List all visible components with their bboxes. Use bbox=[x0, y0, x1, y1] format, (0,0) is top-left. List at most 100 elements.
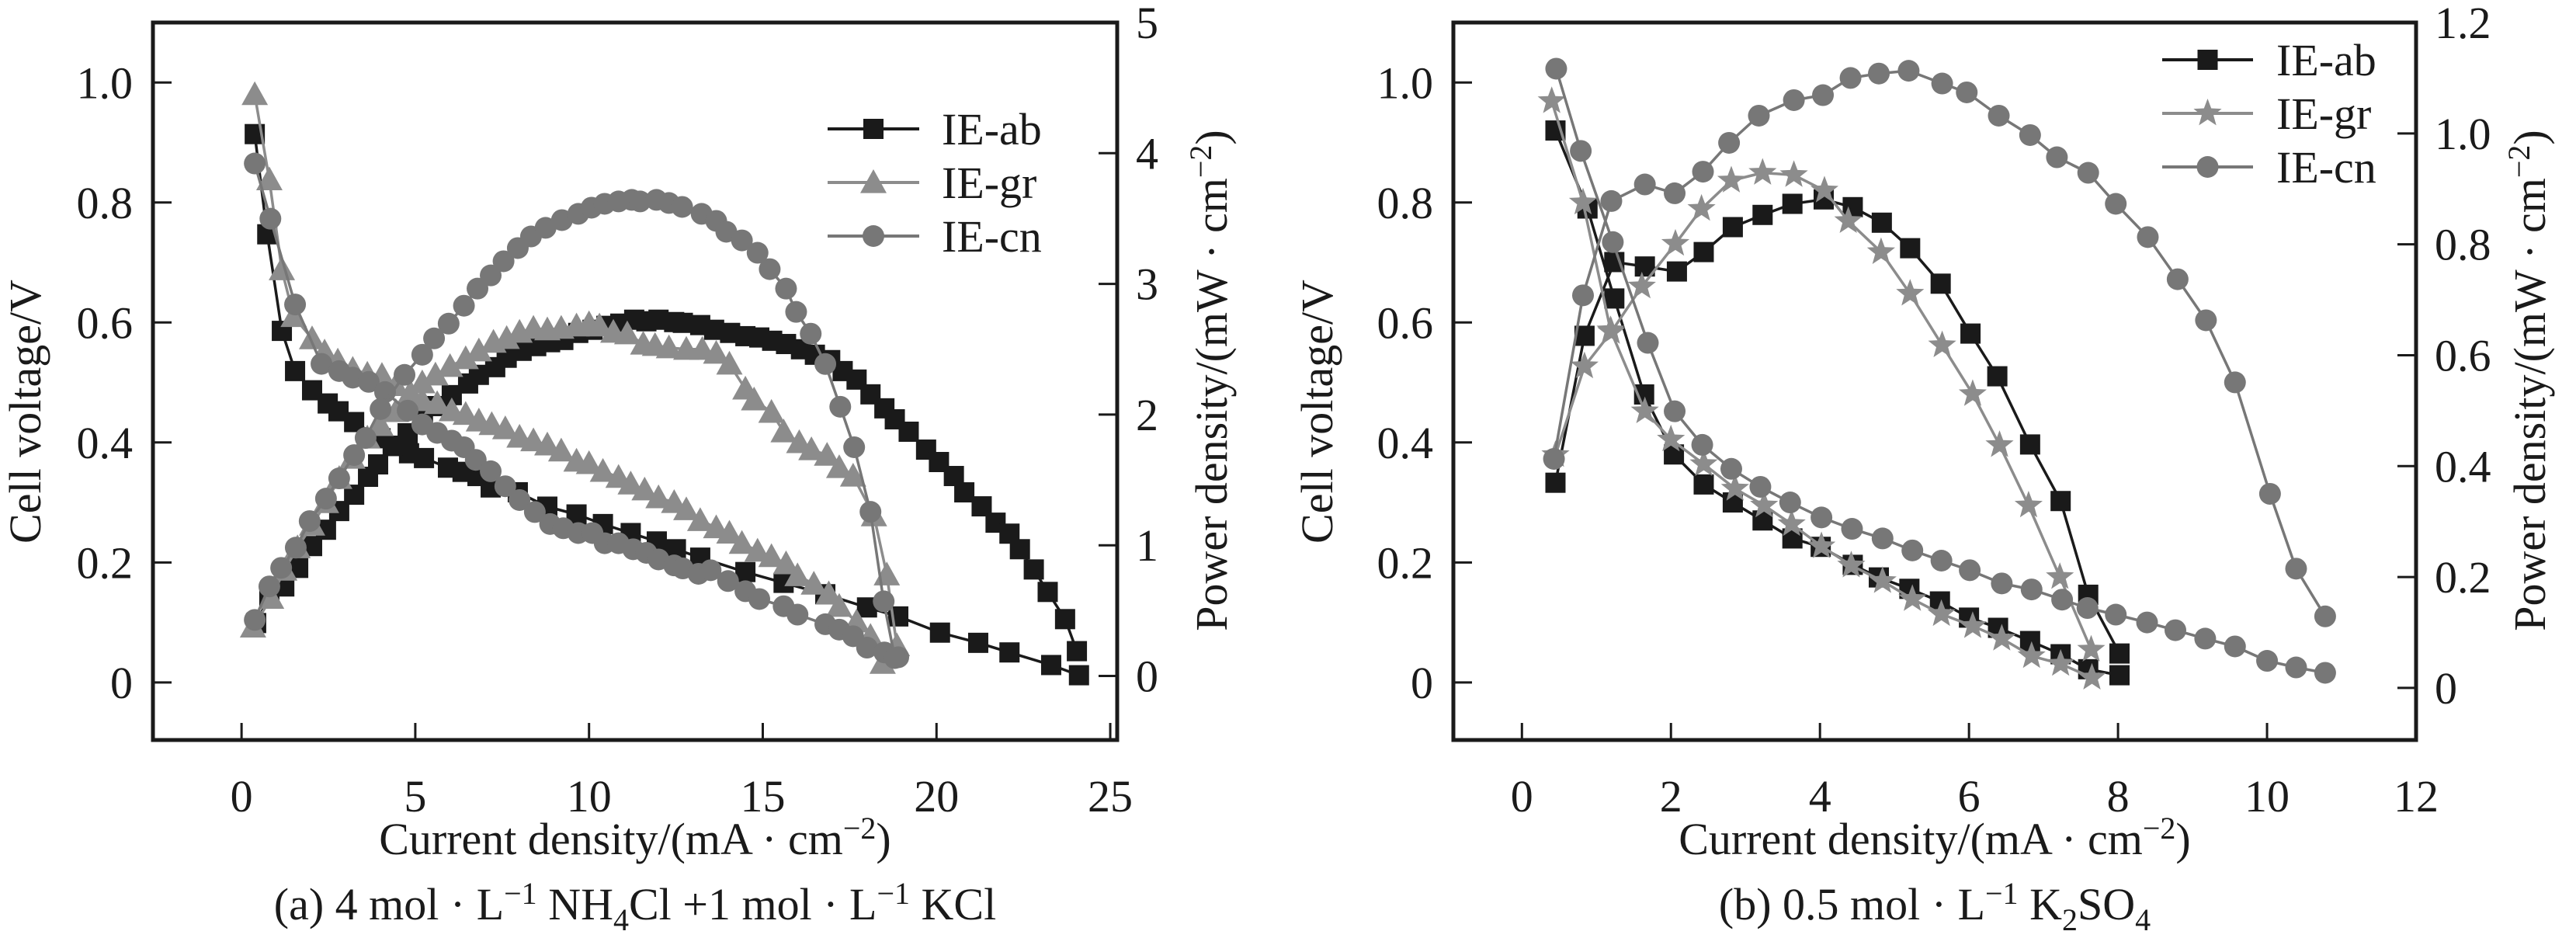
data-point bbox=[2256, 650, 2279, 672]
data-point bbox=[1988, 624, 2016, 651]
data-point bbox=[2314, 662, 2336, 684]
data-point bbox=[2105, 193, 2127, 215]
caption-sup: −1 bbox=[504, 876, 537, 911]
data-point bbox=[843, 436, 866, 458]
data-point bbox=[716, 519, 743, 544]
data-point bbox=[408, 369, 436, 394]
data-point bbox=[2224, 371, 2246, 394]
data-point bbox=[395, 381, 422, 406]
data-point bbox=[728, 530, 755, 554]
plot-frame bbox=[151, 20, 1120, 742]
y2-tick-label: 5 bbox=[1136, 0, 1158, 48]
caption-sup: −1 bbox=[1985, 876, 2019, 911]
data-point bbox=[1687, 193, 1716, 221]
x-tick-label: 20 bbox=[914, 771, 959, 822]
data-point bbox=[2078, 662, 2106, 690]
data-point bbox=[258, 575, 280, 598]
series-ie-cn-voltage bbox=[1545, 57, 2336, 684]
y2-tick-label: 0.2 bbox=[2435, 552, 2491, 603]
data-point bbox=[741, 386, 768, 411]
legend-item: IE-gr bbox=[2162, 89, 2371, 139]
data-point bbox=[1749, 475, 1772, 498]
data-point bbox=[1807, 531, 1836, 558]
panel-a: 0 5 10 15 20 25 0 0.2 0.4 0.6 0.8 1.0 0 1 2 3 4 5 IE-ab… bbox=[0, 0, 1237, 937]
data-point bbox=[314, 488, 337, 510]
data-point bbox=[645, 484, 672, 509]
data-point bbox=[735, 561, 756, 582]
x-axis-title: Current density/(mA · cm−2) bbox=[379, 811, 891, 864]
data-point bbox=[856, 637, 878, 659]
y-axis-title: Cell voltage/V bbox=[1292, 280, 1342, 544]
data-point bbox=[800, 322, 822, 345]
y-ticks: 0 0.2 0.4 0.6 0.8 1.0 bbox=[77, 57, 172, 708]
data-point bbox=[370, 398, 392, 420]
data-point bbox=[298, 510, 321, 533]
data-point bbox=[1545, 57, 1567, 80]
data-point bbox=[436, 353, 463, 377]
data-point bbox=[1720, 457, 1742, 480]
data-point bbox=[1985, 430, 2014, 457]
data-point bbox=[2194, 627, 2217, 650]
x-tick-label: 8 bbox=[2107, 771, 2130, 822]
data-point bbox=[1868, 62, 1890, 85]
data-point bbox=[1868, 566, 1897, 593]
data-point bbox=[1810, 175, 1838, 203]
panel-caption: (a) 4 mol · L−1 NH4Cl +1 mol · L−1 KCl bbox=[274, 876, 996, 937]
data-point bbox=[800, 571, 828, 595]
data-point bbox=[259, 207, 282, 230]
data-point bbox=[397, 399, 419, 422]
caption-prefix: (b) 0.5 mol · L bbox=[1719, 879, 1985, 929]
y2-axis-title-close: ) bbox=[2505, 130, 2555, 144]
data-point bbox=[2285, 558, 2307, 580]
data-point bbox=[547, 437, 575, 462]
data-point bbox=[2166, 268, 2189, 290]
y-tick-label: 1.0 bbox=[77, 57, 134, 108]
y-axis-title: Cell voltage/V bbox=[0, 280, 50, 544]
caption-prefix: (a) 4 mol · L bbox=[274, 879, 504, 929]
data-point bbox=[1779, 160, 1808, 187]
data-point bbox=[814, 353, 837, 375]
data-point bbox=[1604, 288, 1625, 309]
legend-item: IE-cn bbox=[2162, 142, 2376, 193]
legend-label: IE-ab bbox=[942, 104, 1042, 155]
data-point bbox=[1689, 449, 1718, 476]
data-point bbox=[1633, 173, 1656, 196]
data-point bbox=[770, 418, 797, 443]
data-point bbox=[1748, 104, 1770, 127]
legend-item: IE-gr bbox=[828, 158, 1036, 208]
circle-icon bbox=[2196, 156, 2219, 178]
data-point bbox=[465, 337, 492, 362]
data-point bbox=[533, 431, 561, 456]
y-tick-label: 0.6 bbox=[1377, 297, 1434, 348]
data-point bbox=[394, 363, 416, 386]
series-ie-gr-voltage bbox=[1537, 86, 2106, 690]
data-point bbox=[746, 241, 769, 264]
panel-b: 0 2 4 6 8 10 12 0 0.2 0.4 0.6 0.8 1.0 0 0.2 0.4 0.6 0.8… bbox=[1292, 0, 2555, 937]
data-point bbox=[2105, 603, 2127, 626]
y2-tick-label: 4 bbox=[1136, 128, 1158, 179]
caption-sub: 2 bbox=[2062, 902, 2078, 937]
data-point bbox=[786, 603, 809, 626]
x-tick-label: 10 bbox=[2244, 771, 2290, 822]
caption-mid: K bbox=[2019, 879, 2063, 929]
data-point bbox=[954, 482, 975, 503]
caption-mid: SO bbox=[2078, 879, 2135, 929]
data-point bbox=[437, 312, 460, 335]
data-point bbox=[1834, 206, 1863, 233]
data-point bbox=[367, 412, 394, 436]
data-point bbox=[1693, 241, 1714, 262]
y-tick-label: 0.2 bbox=[77, 537, 134, 588]
y-tick-label: 1.0 bbox=[1377, 57, 1434, 108]
x-tick-label: 0 bbox=[231, 771, 253, 822]
data-point bbox=[1692, 161, 1714, 183]
y2-axis-title-text: Power density/(mW · cm bbox=[1186, 178, 1237, 631]
data-point bbox=[772, 550, 800, 575]
data-point bbox=[748, 588, 771, 610]
data-point bbox=[1602, 231, 1624, 253]
legend-item: IE-ab bbox=[2162, 35, 2376, 85]
y-tick-label: 0.4 bbox=[1377, 418, 1434, 468]
y-tick-label: 0 bbox=[1411, 658, 1433, 708]
data-point bbox=[2019, 434, 2040, 455]
y2-axis-title: Power density/(mW · cm−2) bbox=[2501, 130, 2555, 631]
